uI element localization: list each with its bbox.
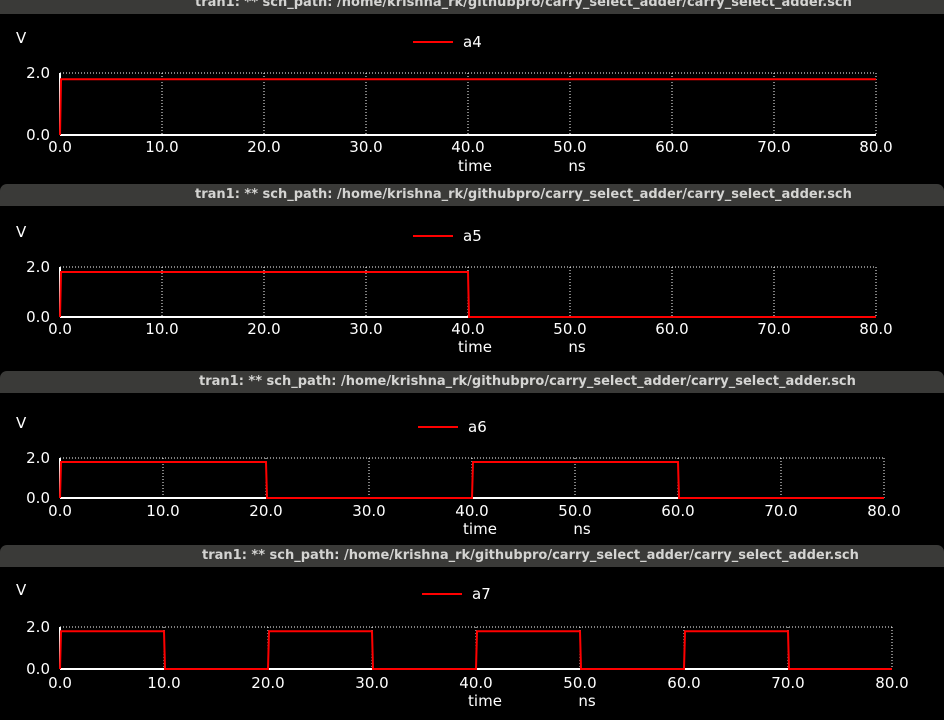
window-titlebar[interactable]: tran1: ** sch_path: /home/krishna_rk/git…: [0, 0, 944, 14]
x-tick-label: 70.0: [771, 674, 804, 692]
x-axis-title: time: [468, 692, 502, 710]
x-tick-label: 40.0: [455, 502, 488, 520]
x-tick-label: 30.0: [352, 502, 385, 520]
x-tick-label: 0.0: [48, 502, 72, 520]
x-tick-label: 80.0: [867, 502, 900, 520]
legend-label: a5: [463, 227, 482, 245]
x-axis-unit: ns: [568, 157, 586, 175]
window-title: tran1: ** sch_path: /home/krishna_rk/git…: [195, 187, 852, 202]
y-tick-label: 2.0: [26, 618, 50, 636]
x-tick-label: 50.0: [553, 320, 586, 338]
y-axis-label: V: [16, 581, 27, 599]
x-tick-label: 70.0: [757, 320, 790, 338]
waveform-a7: [59, 630, 892, 670]
x-tick-label: 40.0: [451, 138, 484, 156]
x-tick-label: 50.0: [558, 502, 591, 520]
y-tick-label: 2.0: [26, 258, 50, 276]
legend-label: a7: [472, 585, 491, 603]
legend-label: a4: [463, 33, 482, 51]
y-axis-label: V: [16, 29, 27, 47]
x-tick-label: 40.0: [451, 320, 484, 338]
x-tick-label: 10.0: [147, 674, 180, 692]
x-tick-label: 20.0: [247, 320, 280, 338]
y-tick-label: 0.0: [26, 126, 50, 144]
y-tick-label: 2.0: [26, 449, 50, 467]
x-tick-label: 30.0: [349, 138, 382, 156]
x-tick-label: 50.0: [553, 138, 586, 156]
x-tick-label: 0.0: [48, 138, 72, 156]
x-axis-title: time: [458, 338, 492, 356]
x-tick-label: 20.0: [249, 502, 282, 520]
x-tick-label: 30.0: [355, 674, 388, 692]
x-tick-label: 20.0: [251, 674, 284, 692]
legend-label: a6: [468, 418, 487, 436]
x-axis-unit: ns: [573, 520, 591, 538]
x-tick-label: 60.0: [661, 502, 694, 520]
window-title: tran1: ** sch_path: /home/krishna_rk/git…: [199, 374, 856, 389]
x-axis-unit: ns: [568, 338, 586, 356]
y-axis-label: V: [16, 223, 27, 241]
x-tick-label: 40.0: [459, 674, 492, 692]
waveform-a5: [59, 271, 876, 318]
x-tick-label: 60.0: [667, 674, 700, 692]
window-title: tran1: ** sch_path: /home/krishna_rk/git…: [195, 0, 852, 10]
y-tick-label: 0.0: [26, 308, 50, 326]
window-title: tran1: ** sch_path: /home/krishna_rk/git…: [202, 548, 859, 563]
x-tick-label: 80.0: [859, 138, 892, 156]
x-tick-label: 30.0: [349, 320, 382, 338]
x-tick-label: 0.0: [48, 320, 72, 338]
x-tick-label: 70.0: [764, 502, 797, 520]
x-tick-label: 10.0: [145, 138, 178, 156]
x-tick-label: 0.0: [48, 674, 72, 692]
y-tick-label: 0.0: [26, 660, 50, 678]
y-tick-label: 0.0: [26, 489, 50, 507]
waveform-a4: [59, 78, 876, 136]
x-tick-label: 10.0: [145, 320, 178, 338]
x-tick-label: 80.0: [875, 674, 908, 692]
x-axis-unit: ns: [578, 692, 596, 710]
y-axis-label: V: [16, 414, 27, 432]
waveform-a6: [59, 461, 884, 499]
x-axis-title: time: [458, 157, 492, 175]
x-axis-title: time: [463, 520, 497, 538]
x-tick-label: 60.0: [655, 138, 688, 156]
x-tick-label: 20.0: [247, 138, 280, 156]
window-titlebar[interactable]: tran1: ** sch_path: /home/krishna_rk/git…: [0, 545, 944, 567]
window-titlebar[interactable]: tran1: ** sch_path: /home/krishna_rk/git…: [0, 371, 944, 393]
x-tick-label: 80.0: [859, 320, 892, 338]
x-tick-label: 10.0: [146, 502, 179, 520]
y-tick-label: 2.0: [26, 64, 50, 82]
window-titlebar[interactable]: tran1: ** sch_path: /home/krishna_rk/git…: [0, 184, 944, 206]
x-tick-label: 70.0: [757, 138, 790, 156]
x-tick-label: 60.0: [655, 320, 688, 338]
x-tick-label: 50.0: [563, 674, 596, 692]
